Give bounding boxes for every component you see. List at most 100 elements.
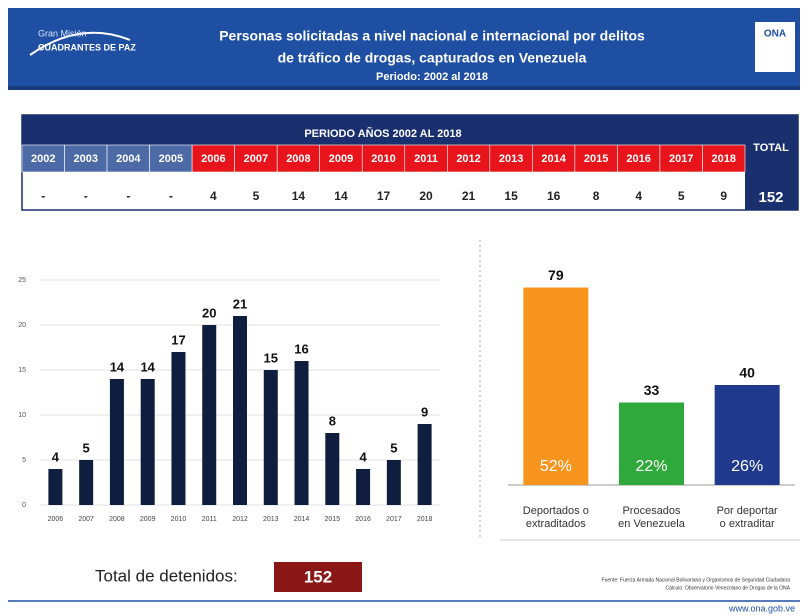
x-tick-label: Deportados o — [523, 505, 589, 517]
logo-line1: Gran Misión — [38, 28, 87, 38]
bar — [386, 460, 401, 505]
bar — [171, 352, 186, 505]
table-value: 5 — [678, 189, 685, 203]
title-line: de tráfico de drogas, capturados en Vene… — [278, 50, 587, 66]
year-cell — [106, 144, 150, 173]
table-value: 14 — [292, 189, 306, 203]
x-tick-label: 2008 — [109, 516, 125, 523]
url: www.ona.gob.ve — [728, 603, 795, 613]
x-tick-label: 2011 — [202, 516, 217, 523]
data-label: 8 — [329, 413, 336, 428]
summary-label: Total de detenidos: — [95, 566, 238, 585]
table-heading: PERIODO AÑOS 2002 AL 2018 — [304, 127, 461, 140]
data-label: 15 — [264, 350, 278, 365]
year-cell — [361, 144, 406, 173]
year-cell — [702, 144, 746, 173]
data-label: 79 — [548, 267, 564, 283]
bar — [714, 385, 780, 485]
bar — [263, 370, 278, 505]
data-label: 40 — [739, 365, 755, 381]
source-line: Cálculo: Observatorio Venezolano de Drog… — [665, 585, 790, 591]
data-label: 4 — [359, 449, 367, 464]
x-tick-label: Procesados — [622, 505, 681, 517]
summary-value: 152 — [304, 567, 332, 586]
share-label: 52% — [540, 458, 572, 475]
bar — [619, 402, 684, 485]
year-label: 2004 — [116, 153, 141, 165]
year-cell — [21, 144, 65, 173]
x-tick-label: 2013 — [263, 516, 279, 523]
data-label: 4 — [52, 449, 60, 464]
year-cell — [319, 144, 363, 173]
year-label: 2006 — [201, 153, 225, 165]
data-label: 14 — [110, 359, 125, 374]
year-cell — [574, 144, 618, 173]
year-cell — [276, 144, 321, 173]
right-logo-box — [755, 22, 795, 72]
x-tick-label: Por deportar — [717, 505, 778, 517]
bar — [325, 433, 340, 505]
y-tick-label: 0 — [22, 502, 26, 509]
table-value: 16 — [547, 189, 561, 203]
table-value: 5 — [253, 189, 260, 203]
table-value: 4 — [210, 189, 217, 203]
y-tick-label: 5 — [22, 457, 26, 464]
data-label: 9 — [421, 404, 428, 419]
year-cell — [234, 144, 278, 173]
x-tick-label: 2010 — [171, 516, 187, 523]
bar — [356, 469, 371, 505]
table-value: 14 — [334, 189, 348, 203]
year-label: 2014 — [541, 153, 566, 165]
x-tick-label: 2007 — [78, 516, 94, 523]
bar — [233, 316, 247, 505]
year-label: 2010 — [371, 153, 395, 165]
year-label: 2018 — [711, 153, 735, 165]
year-label: 2015 — [584, 153, 608, 165]
period: Periodo: 2002 al 2018 — [376, 71, 488, 83]
table-value: 8 — [593, 189, 600, 203]
bar — [140, 379, 155, 505]
x-tick-label: 2018 — [417, 516, 433, 523]
year-label: 2005 — [159, 153, 183, 165]
year-label: 2016 — [626, 153, 650, 165]
year-label: 2002 — [31, 153, 55, 165]
year-cell — [191, 144, 235, 173]
data-label: 5 — [83, 440, 90, 455]
data-label: 16 — [294, 341, 308, 356]
bar — [48, 469, 63, 505]
bar — [109, 379, 124, 505]
total-value: 152 — [758, 189, 783, 206]
year-label: 2013 — [499, 153, 523, 165]
table-value: - — [84, 189, 88, 203]
bar — [294, 361, 309, 505]
year-label: 2011 — [414, 153, 438, 165]
bar — [202, 325, 217, 505]
header-banner — [8, 8, 800, 90]
x-tick-label: 2016 — [355, 516, 371, 523]
logo-line2: CUADRANTES DE PAZ — [38, 42, 136, 52]
table-value: 9 — [720, 189, 727, 203]
year-label: 2007 — [244, 153, 268, 165]
summary-box — [274, 562, 362, 592]
source-line: Fuente: Fuerza Armada Nacional Bolivaria… — [602, 577, 791, 583]
share-label: 26% — [731, 458, 763, 475]
y-tick-label: 15 — [18, 367, 26, 374]
x-tick-label: 2015 — [325, 516, 341, 523]
x-tick-label: en Venezuela — [618, 518, 686, 530]
table-value: 17 — [377, 189, 391, 203]
year-label: 2003 — [74, 153, 98, 165]
year-label: 2008 — [286, 153, 310, 165]
year-label: 2012 — [456, 153, 480, 165]
bar — [79, 460, 94, 505]
y-tick-label: 25 — [18, 277, 26, 284]
data-label: 17 — [171, 332, 185, 347]
year-cell — [532, 144, 576, 173]
x-tick-label: o extraditar — [720, 518, 775, 530]
share-label: 22% — [635, 458, 667, 475]
table-heading-bg — [22, 115, 745, 145]
table-value: 20 — [419, 189, 433, 203]
year-cell — [149, 144, 193, 173]
total-label: TOTAL — [753, 142, 789, 154]
y-tick-label: 20 — [18, 322, 26, 329]
